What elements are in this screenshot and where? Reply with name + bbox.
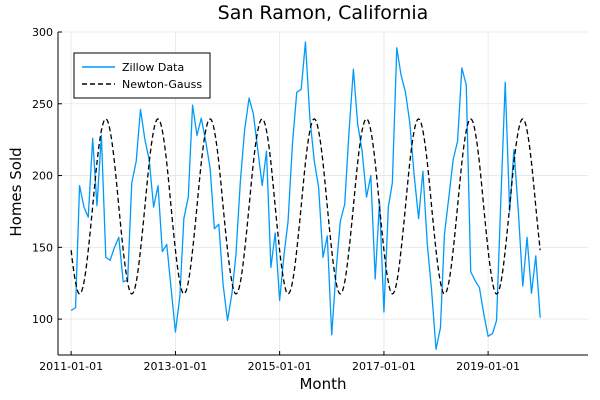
series-line-newton-gauss (70, 118, 541, 295)
y-axis-label: Homes Sold (7, 147, 25, 236)
legend-label-newton-gauss: Newton-Gauss (122, 78, 202, 91)
legend-label-zillow-data: Zillow Data (122, 61, 184, 74)
axes (57, 32, 588, 356)
y-tick-label: 300 (32, 26, 53, 39)
y-ticks: 100 150 200 250 300 (32, 26, 62, 326)
x-axis-label: Month (299, 375, 346, 393)
x-tick-label: 2017-01-01 (352, 360, 416, 373)
x-ticks: 2011-01-01 2013-01-01 2015-01-01 2017-01-01… (39, 351, 520, 373)
chart-title: San Ramon, California (218, 2, 429, 24)
legend-box (73, 52, 211, 99)
x-tick-label: 2011-01-01 (39, 360, 103, 373)
x-tick-label: 2019-01-01 (456, 360, 520, 373)
x-tick-label: 2013-01-01 (143, 360, 207, 373)
y-tick-label: 200 (32, 170, 53, 183)
y-tick-label: 100 (32, 313, 53, 326)
series-layer (70, 41, 541, 350)
x-tick-label: 2015-01-01 (248, 360, 312, 373)
y-tick-label: 250 (32, 98, 53, 111)
legend: Zillow Data Newton-Gauss (73, 52, 211, 99)
y-tick-label: 150 (32, 241, 53, 254)
